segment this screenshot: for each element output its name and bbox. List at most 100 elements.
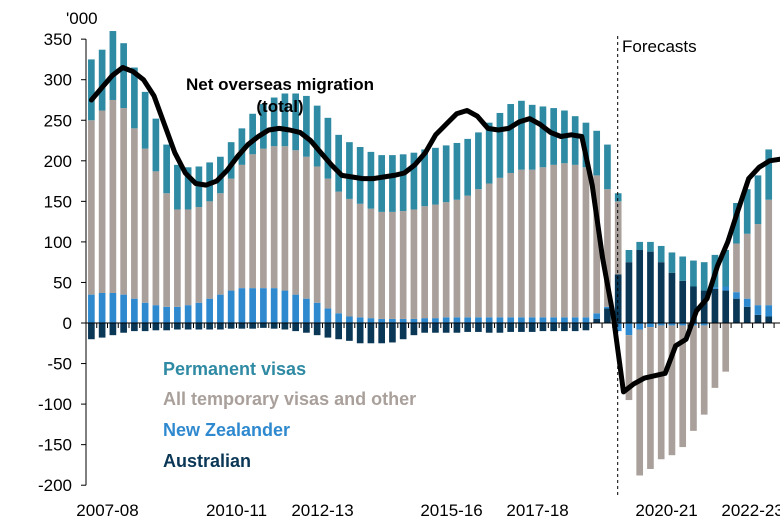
bar-segment	[636, 241, 644, 251]
bar-segment	[389, 318, 396, 323]
bar-segment	[550, 108, 558, 165]
bar-segment	[120, 294, 127, 323]
bar-segment	[346, 323, 353, 341]
bar-segment	[550, 164, 558, 318]
bar-segment	[98, 110, 106, 294]
bar-segment	[184, 305, 192, 323]
bar-segment	[346, 142, 353, 199]
bar-segment	[367, 208, 375, 319]
bar-segment	[765, 316, 773, 323]
bar-segment	[561, 323, 568, 332]
bar-segment	[550, 323, 558, 332]
bar-segment	[754, 175, 762, 225]
bar-segment	[496, 112, 504, 178]
bar-segment	[217, 193, 224, 295]
bar-segment	[421, 206, 428, 319]
bar-segment	[378, 211, 385, 319]
x-axis: 2007-08 2010-11 2012-13 2015-16 2017-18 2020-…	[76, 322, 780, 520]
bar-segment	[389, 323, 396, 343]
y-tick-label: 0	[63, 314, 72, 333]
bar-segment	[303, 156, 310, 299]
bar-segment	[217, 294, 224, 323]
bar-segment	[313, 302, 321, 323]
bar-segment	[657, 245, 665, 263]
bar-segment	[292, 294, 299, 323]
bar-segment	[743, 306, 751, 323]
bar-segment	[604, 144, 611, 190]
bar-segment	[690, 286, 697, 323]
bar-segment	[700, 262, 708, 291]
bar-segment	[679, 280, 687, 323]
bar-segment	[109, 99, 117, 293]
bar-segment	[356, 317, 364, 323]
bar-segment	[238, 288, 246, 323]
bar-segment	[722, 290, 730, 323]
bar-segment	[625, 323, 633, 336]
y-tick-label: 200	[44, 152, 72, 171]
bar-segment	[528, 169, 536, 318]
bar-segment	[303, 95, 310, 157]
bar-segment	[260, 288, 267, 323]
y-tick-label: -100	[38, 395, 72, 414]
bar-segment	[550, 317, 558, 323]
bar-segment	[571, 317, 579, 323]
bar-segment	[475, 132, 482, 190]
bar-segment	[389, 155, 396, 212]
bar-segment	[378, 155, 385, 212]
bar-segment	[227, 323, 235, 329]
y-unit-label: '000	[66, 9, 98, 28]
bar-segment	[270, 323, 278, 329]
bar-segment	[432, 147, 439, 205]
bar-segment	[453, 199, 461, 318]
bar-segment	[378, 323, 385, 344]
bar-segment	[571, 164, 579, 318]
bar-segment	[507, 323, 515, 332]
bar-segment	[679, 256, 687, 281]
bar-segment	[733, 298, 740, 323]
bar-segment	[260, 323, 267, 328]
bar-segment	[195, 302, 203, 323]
bar-segment	[754, 224, 762, 306]
bar-segment	[765, 199, 773, 306]
bar-segment	[281, 93, 289, 147]
bar-segment	[335, 313, 342, 323]
bar-segment	[184, 167, 192, 210]
bar-segment	[528, 104, 536, 170]
bar-segment	[496, 177, 504, 318]
bar-segment	[292, 323, 299, 332]
bar-segment	[206, 201, 213, 299]
bar-segment	[722, 286, 730, 291]
bar-segment	[367, 323, 375, 344]
bar-segment	[270, 146, 278, 289]
bar-segment	[733, 243, 740, 293]
bar-segment	[174, 306, 181, 323]
bar-segment	[485, 317, 493, 323]
bar-segment	[174, 164, 181, 210]
bar-segment	[668, 323, 676, 326]
bar-segment	[184, 209, 192, 306]
bar-segment	[657, 325, 665, 460]
bar-segment	[507, 104, 515, 173]
y-tick-label: -150	[38, 436, 72, 455]
bar-segment	[88, 120, 95, 295]
bar-segment	[98, 323, 106, 338]
bar-segment	[561, 317, 568, 323]
bar-segment	[335, 191, 342, 314]
bar-segment	[184, 323, 192, 330]
bar-segment	[120, 108, 127, 295]
bar-segment	[324, 308, 332, 323]
bar-segment	[399, 318, 407, 323]
bar-segment	[206, 323, 213, 330]
bar-segment	[604, 189, 611, 307]
bar-segment	[679, 325, 687, 448]
bar-segment	[614, 201, 622, 275]
bar-segment	[131, 323, 138, 332]
bar-segment	[432, 323, 439, 333]
bar-segment	[733, 292, 740, 299]
bar-segment	[442, 323, 450, 333]
bar-segment	[217, 323, 224, 330]
bar-segment	[453, 142, 461, 200]
bar-segment	[131, 67, 138, 129]
bar-segment	[518, 323, 525, 332]
bar-segment	[303, 323, 310, 333]
